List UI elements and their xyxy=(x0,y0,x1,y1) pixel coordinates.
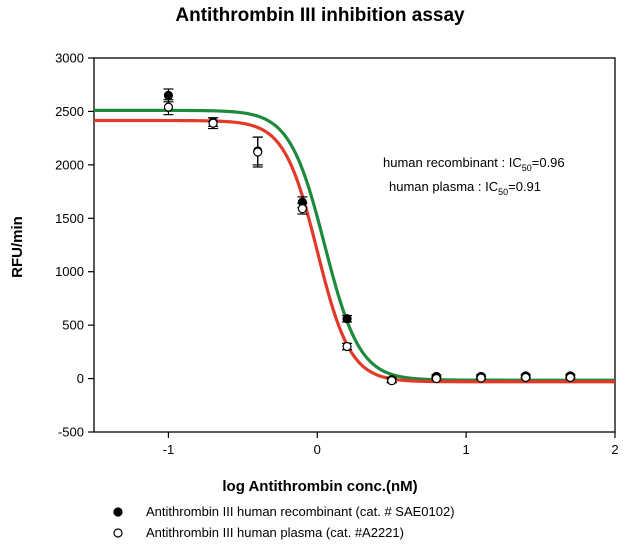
y-tick-label: -500 xyxy=(58,425,84,440)
data-point-recombinant xyxy=(163,90,174,101)
legend-marker xyxy=(113,528,123,538)
plot-frame xyxy=(93,57,616,433)
fit-curve-1 xyxy=(94,108,615,382)
data-point-plasma xyxy=(253,147,263,157)
legend: Antithrombin III human recombinant (cat.… xyxy=(113,504,455,540)
annotations: human recombinant : IC50=0.96 human plasm… xyxy=(383,155,565,197)
data-point-recombinant xyxy=(342,314,352,324)
y-tick-label: 500 xyxy=(62,318,84,333)
data-point-plasma xyxy=(431,373,441,384)
data-point-plasma xyxy=(297,204,307,214)
legend-label: Antithrombin III human recombinant (cat.… xyxy=(146,504,455,519)
data-point-plasma xyxy=(565,372,575,383)
x-tick-label: 0 xyxy=(314,442,321,457)
y-tick-label: 1500 xyxy=(55,211,84,226)
data-point-plasma xyxy=(163,102,174,112)
y-tick-label: 0 xyxy=(77,371,84,386)
data-point-plasma xyxy=(476,373,486,383)
ic50-annotation: human plasma : IC50=0.91 xyxy=(389,179,541,197)
data-point-plasma xyxy=(342,341,352,352)
y-tick-label: 1000 xyxy=(55,264,84,279)
x-tick-label: -1 xyxy=(163,442,175,457)
plot-area: -500 0 500 1000 1500 2000 2500 3000 -1 0 1 2 xyxy=(55,51,619,458)
y-tick-label: 2500 xyxy=(55,104,84,119)
y-tick-label: 3000 xyxy=(55,51,84,66)
legend-label: Antithrombin III human plasma (cat. #A22… xyxy=(146,525,404,540)
x-axis-label: log Antithrombin conc.(nM) xyxy=(222,478,417,495)
legend-marker xyxy=(113,507,123,517)
chart-title: Antithrombin III inhibition assay xyxy=(175,5,465,26)
ic50-annotation: human recombinant : IC50=0.96 xyxy=(383,155,565,173)
y-tick-label: 2000 xyxy=(55,157,84,172)
y-axis-label: RFU/min xyxy=(9,216,26,278)
fit-curve-2 xyxy=(94,118,615,384)
data-point-plasma xyxy=(521,372,531,383)
x-tick-label: 1 xyxy=(463,442,470,457)
x-tick-label: 2 xyxy=(611,442,618,457)
data-point-plasma xyxy=(387,376,397,386)
data-point-plasma xyxy=(208,118,218,128)
